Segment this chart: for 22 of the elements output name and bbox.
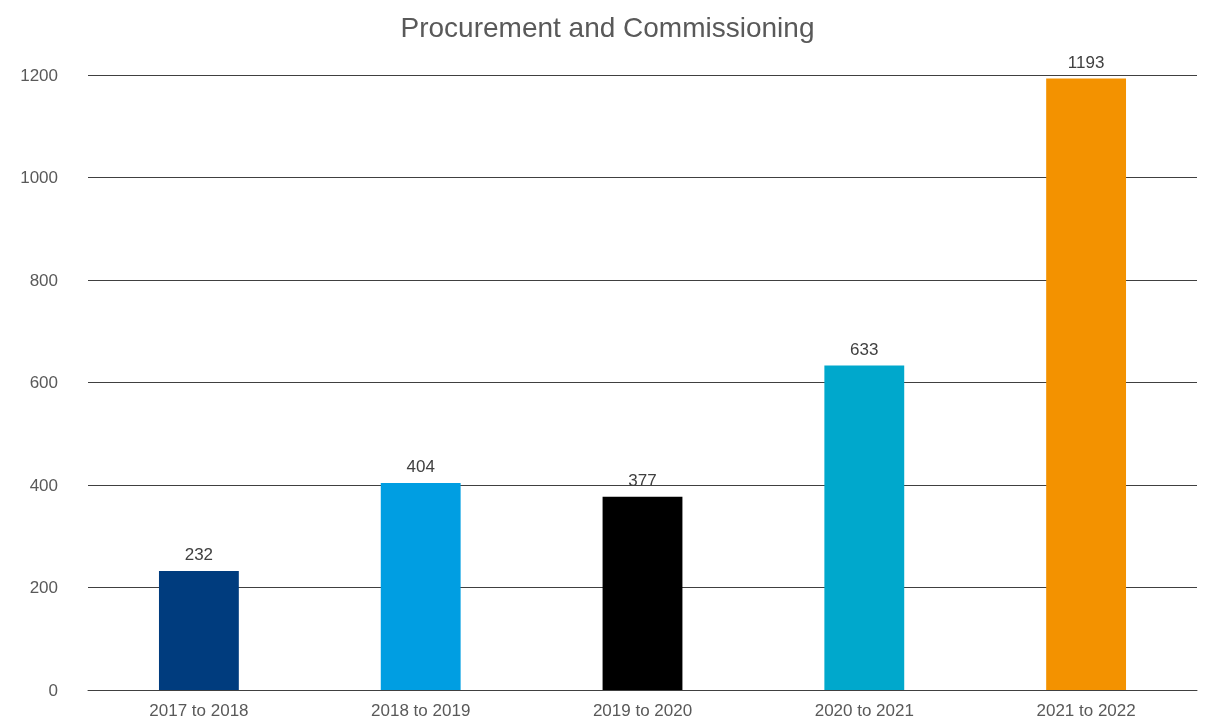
x-tick-label: 2018 to 2019 — [371, 701, 471, 720]
bar — [1046, 78, 1127, 690]
y-tick-label: 800 — [29, 270, 58, 290]
y-tick-label: 600 — [29, 373, 58, 392]
y-tick-label: 1000 — [20, 168, 58, 187]
y-tick-label: 1200 — [20, 65, 58, 85]
bar — [158, 571, 239, 690]
chart-title: Procurement and Commissioning — [400, 11, 815, 43]
x-tick-label: 2020 to 2021 — [814, 701, 914, 720]
data-label: 232 — [184, 545, 214, 565]
bar — [380, 482, 461, 690]
bar — [602, 496, 683, 690]
x-tick-label: 2019 to 2020 — [592, 701, 693, 720]
data-label: 1193 — [1067, 52, 1105, 72]
y-tick-label: 400 — [29, 475, 58, 495]
bar — [824, 365, 905, 690]
y-tick-label: 200 — [29, 578, 58, 597]
y-tick-label: 0 — [48, 680, 58, 700]
x-tick-label: 2021 to 2022 — [1036, 701, 1136, 720]
data-label: 633 — [850, 339, 879, 359]
data-label: 404 — [406, 456, 435, 476]
x-tick-label: 2017 to 2018 — [149, 701, 249, 720]
